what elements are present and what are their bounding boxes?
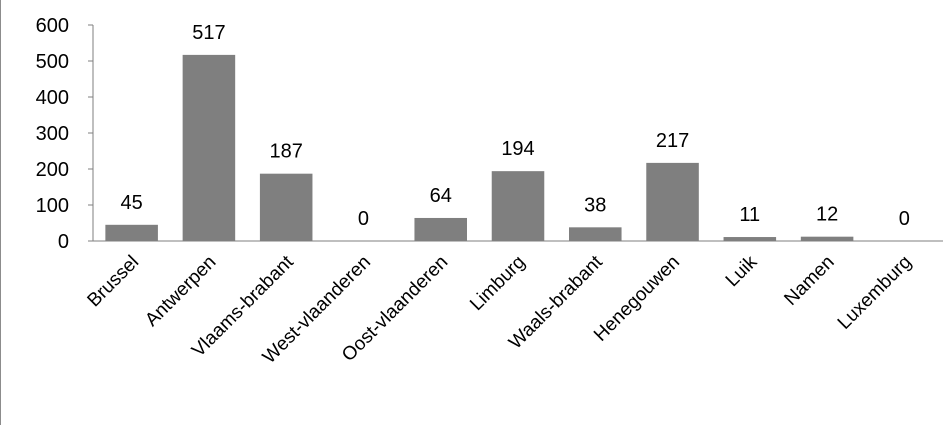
data-label-waals-brabant: 38 <box>584 194 606 216</box>
x-tick-label-brussel: Brussel <box>84 252 144 312</box>
bar-brussel <box>105 224 158 241</box>
data-label-west-vlaanderen: 0 <box>358 208 369 230</box>
bar-henegouwen <box>646 162 699 241</box>
bar-namen <box>800 236 854 241</box>
data-label-luik: 11 <box>739 204 760 226</box>
y-tick-label-2: 200 <box>36 159 69 181</box>
y-tick-label-5: 500 <box>36 51 69 73</box>
data-label-namen: 12 <box>816 204 838 226</box>
data-label-henegouwen: 217 <box>656 130 689 152</box>
y-tick-label-6: 600 <box>36 15 69 37</box>
data-labels: 45 517 187 0 64 194 38 217 11 12 0 <box>121 22 910 230</box>
x-tick-label-antwerpen: Antwerpen <box>141 252 220 331</box>
bars <box>105 54 854 241</box>
y-axis-ticks: 0 100 200 300 400 500 600 <box>36 15 93 253</box>
bar-luik <box>723 237 777 241</box>
data-label-brussel: 45 <box>121 192 143 214</box>
bar-oost-vlaanderen <box>414 217 467 241</box>
data-label-limburg: 194 <box>501 138 534 160</box>
y-tick-label-4: 400 <box>36 87 69 109</box>
x-tick-label-luik: Luik <box>722 251 762 291</box>
bar-waals-brabant <box>569 227 622 241</box>
y-tick-label-3: 300 <box>36 123 69 145</box>
category-labels: BrusselAntwerpenVlaams-brabantWest-vlaan… <box>84 251 916 368</box>
x-tick-label-namen: Namen <box>780 252 838 310</box>
data-label-luxemburg: 0 <box>899 208 910 230</box>
x-tick-label-limburg: Limburg <box>466 252 529 315</box>
x-tick-label-luxemburg: Luxemburg <box>834 252 916 334</box>
data-label-vlaams-brabant: 187 <box>269 141 302 163</box>
bar-antwerpen <box>182 54 236 241</box>
data-label-oost-vlaanderen: 64 <box>430 185 452 207</box>
data-label-antwerpen: 517 <box>192 22 225 44</box>
y-tick-label-0: 0 <box>58 231 69 253</box>
bar-limburg <box>491 171 545 241</box>
bar-vlaams-brabant <box>259 173 313 241</box>
y-tick-label-1: 100 <box>36 195 69 217</box>
